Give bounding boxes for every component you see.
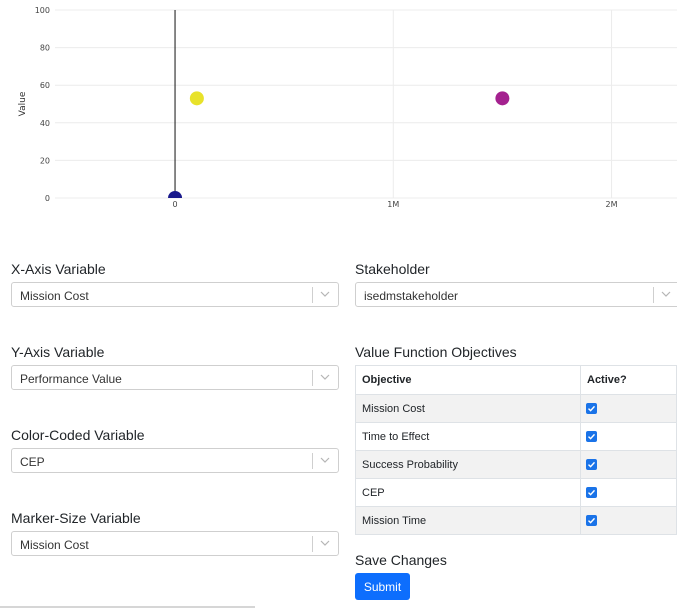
y-axis-variable-label: Y-Axis Variable <box>11 344 105 360</box>
y-tick-label: 60 <box>40 81 50 90</box>
submit-button[interactable]: Submit <box>355 573 410 600</box>
x-tick-label: 0 <box>172 200 177 209</box>
active-checkbox[interactable] <box>586 431 597 443</box>
chart-grid <box>55 9 677 199</box>
marker-size-variable-select[interactable]: Mission Cost <box>11 531 339 556</box>
marker-size-variable-value: Mission Cost <box>20 538 89 552</box>
y-axis-label: Value <box>18 91 28 116</box>
check-icon <box>588 406 596 412</box>
chevron-down-icon <box>320 374 330 380</box>
chevron-down-icon <box>320 457 330 463</box>
table-row: Mission Cost <box>355 394 677 423</box>
x-axis-variable-label: X-Axis Variable <box>11 261 106 277</box>
x-tick-label: 2M <box>606 200 618 209</box>
table-row: Mission Time <box>355 506 677 535</box>
select-separator <box>653 287 654 303</box>
active-checkbox[interactable] <box>586 487 597 499</box>
select-separator <box>312 536 313 552</box>
objective-column-header: Objective <box>355 365 581 395</box>
color-coded-variable-value: CEP <box>20 455 45 469</box>
x-axis-variable-select[interactable]: Mission Cost <box>11 282 339 307</box>
active-checkbox[interactable] <box>586 403 597 415</box>
select-separator <box>312 287 313 303</box>
save-changes-label: Save Changes <box>355 552 447 568</box>
y-tick-label: 80 <box>40 44 50 53</box>
check-icon <box>588 518 596 524</box>
x-tick-label: 1M <box>387 200 399 209</box>
objective-name: Mission Cost <box>355 394 581 423</box>
select-separator <box>312 370 313 386</box>
objective-name: Time to Effect <box>355 422 581 451</box>
objectives-table: Objective Active? Mission Cost Time to E… <box>355 365 677 535</box>
table-header-row: Objective Active? <box>355 365 677 395</box>
objective-name: Success Probability <box>355 450 581 479</box>
active-column-header: Active? <box>580 365 677 395</box>
select-separator <box>312 453 313 469</box>
active-checkbox[interactable] <box>586 515 597 527</box>
marker-size-variable-label: Marker-Size Variable <box>11 510 141 526</box>
chevron-down-icon <box>320 291 330 297</box>
value-function-objectives-title: Value Function Objectives <box>355 344 517 360</box>
table-row: Success Probability <box>355 450 677 479</box>
objective-name: CEP <box>355 478 581 507</box>
check-icon <box>588 490 596 496</box>
y-tick-label: 40 <box>40 119 50 128</box>
objective-name: Mission Time <box>355 506 581 535</box>
color-coded-variable-select[interactable]: CEP <box>11 448 339 473</box>
x-axis-variable-value: Mission Cost <box>20 289 89 303</box>
divider <box>0 606 255 608</box>
y-tick-label: 100 <box>35 6 50 15</box>
y-axis-variable-value: Performance Value <box>20 372 122 386</box>
data-point[interactable] <box>168 191 183 198</box>
stakeholder-value: isedmstakeholder <box>364 289 459 303</box>
chevron-down-icon <box>320 540 330 546</box>
y-axis-variable-select[interactable]: Performance Value <box>11 365 339 390</box>
data-point[interactable] <box>495 91 510 106</box>
check-icon <box>588 462 596 468</box>
color-coded-variable-label: Color-Coded Variable <box>11 427 145 443</box>
active-checkbox[interactable] <box>586 459 597 471</box>
table-row: Time to Effect <box>355 422 677 451</box>
table-row: CEP <box>355 478 677 507</box>
check-icon <box>588 434 596 440</box>
data-point[interactable] <box>189 91 204 106</box>
chevron-down-icon <box>661 291 671 297</box>
stakeholder-label: Stakeholder <box>355 261 430 277</box>
scatter-chart: 0 20 40 60 80 100 0 1M 2M Value <box>18 6 677 209</box>
stakeholder-select[interactable]: isedmstakeholder <box>355 282 677 307</box>
y-tick-label: 20 <box>40 156 50 165</box>
y-tick-label: 0 <box>45 194 50 203</box>
